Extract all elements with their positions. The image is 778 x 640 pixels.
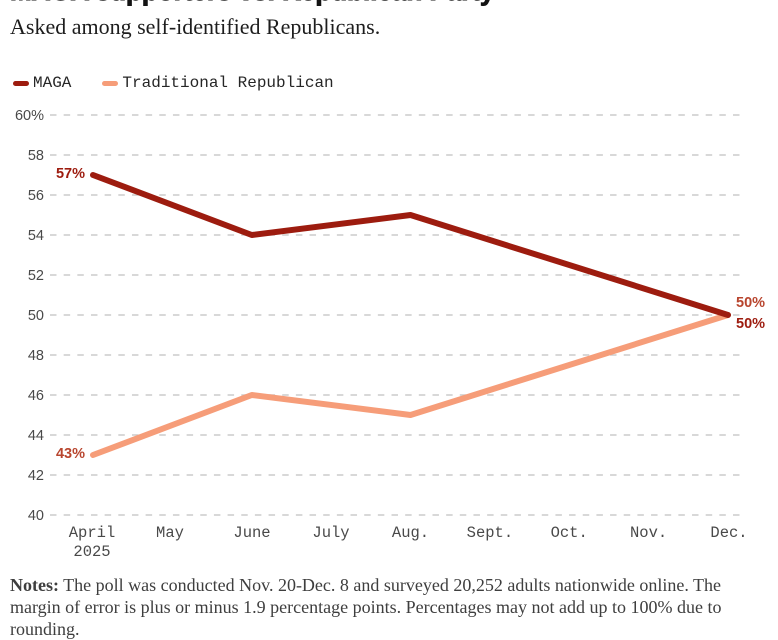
svg-text:48: 48 [28, 348, 44, 364]
svg-text:Sept.: Sept. [467, 524, 514, 542]
svg-text:2025: 2025 [73, 543, 110, 561]
svg-text:Aug.: Aug. [392, 524, 429, 542]
svg-text:54: 54 [28, 228, 44, 244]
svg-text:May: May [156, 524, 184, 542]
svg-text:Dec.: Dec. [710, 524, 747, 542]
svg-text:50: 50 [28, 308, 44, 324]
svg-text:58: 58 [28, 148, 44, 164]
svg-text:44: 44 [28, 428, 44, 444]
svg-text:60%: 60% [15, 108, 44, 124]
svg-text:April: April [69, 524, 116, 542]
svg-text:50%: 50% [736, 316, 765, 332]
svg-text:46: 46 [28, 388, 44, 404]
svg-text:Oct.: Oct. [551, 524, 588, 542]
svg-text:40: 40 [28, 508, 44, 524]
svg-text:50%: 50% [736, 295, 765, 311]
svg-text:52: 52 [28, 268, 44, 284]
svg-text:Nov.: Nov. [630, 524, 667, 542]
svg-text:July: July [312, 524, 349, 542]
svg-text:June: June [233, 524, 270, 542]
svg-text:42: 42 [28, 468, 44, 484]
svg-text:57%: 57% [56, 166, 85, 182]
svg-text:56: 56 [28, 188, 44, 204]
svg-text:43%: 43% [56, 446, 85, 462]
